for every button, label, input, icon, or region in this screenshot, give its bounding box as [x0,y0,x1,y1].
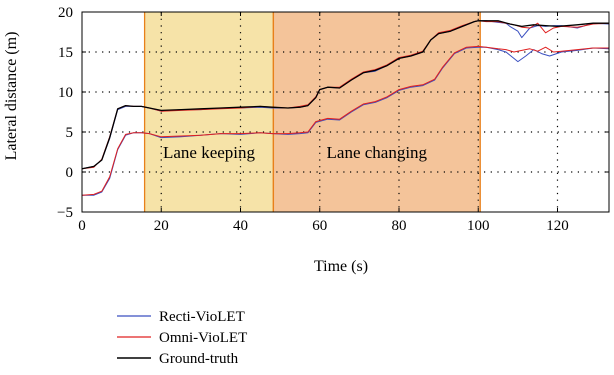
region-label-1: Lane changing [327,143,428,162]
x-axis-title: Time (s) [314,258,368,275]
series-line-omni-violet-1 [82,45,609,196]
x-tick-label: 120 [546,218,569,234]
axis-ticks: 0 20 40 60 80 100 120 −5 0 5 10 15 20 [57,5,609,234]
x-tick-label: 0 [78,218,86,234]
grid [82,12,609,212]
x-tick-label: 60 [312,218,327,234]
series-lines [82,20,609,196]
y-tick-label: 5 [66,125,74,141]
region-0 [144,12,274,212]
y-tick-label: −5 [57,205,73,221]
x-tick-label: 80 [391,218,406,234]
legend-label-0: Recti-VioLET [159,309,245,325]
y-tick-label: 0 [66,165,74,181]
y-tick-label: 10 [58,85,73,101]
shaded-regions [143,12,481,212]
y-tick-label: 15 [58,45,73,61]
region-label-0: Lane keeping [163,143,256,162]
x-tick-label: 20 [154,218,169,234]
y-axis-title: Lateral distance (m) [3,32,20,161]
region-1 [273,12,481,212]
x-tick-label: 100 [467,218,490,234]
x-tick-label: 40 [233,218,248,234]
legend: Recti-VioLET Omni-VioLET Ground-truth [117,309,247,367]
region-labels: Lane keeping Lane changing [163,143,428,162]
legend-label-1: Omni-VioLET [159,330,247,346]
y-tick-label: 20 [58,5,73,21]
series-line-ground-truth-0 [82,20,609,170]
plot-frame [81,11,610,213]
legend-label-2: Ground-truth [159,351,239,367]
